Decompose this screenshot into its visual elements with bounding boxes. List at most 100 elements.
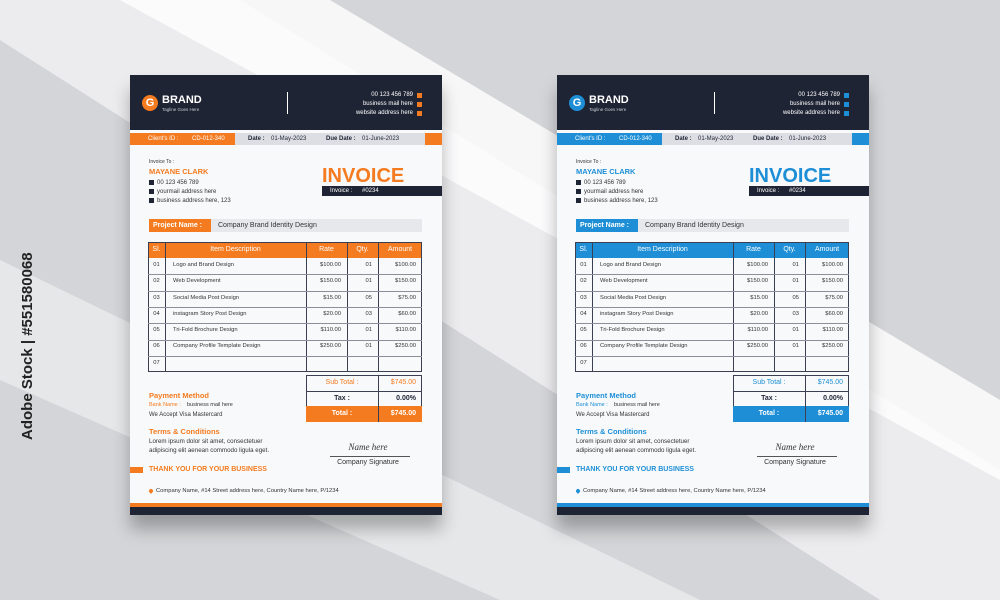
cell: 05 bbox=[792, 294, 799, 301]
logo: G bbox=[142, 95, 158, 111]
total-fill bbox=[733, 406, 849, 422]
date-bar bbox=[662, 133, 852, 145]
cell: $250.00 bbox=[822, 343, 843, 350]
totals-divider bbox=[378, 375, 379, 422]
cell: 01 bbox=[153, 261, 160, 268]
cell: instagram Story Post Design bbox=[173, 310, 247, 317]
column-header: Item Description bbox=[210, 246, 261, 254]
client-id: CD-012-340 bbox=[619, 135, 652, 142]
totals-value: 0.00% bbox=[823, 394, 843, 402]
bank-label: Bank Name : bbox=[149, 401, 181, 408]
invoice-number-label: Invoice : bbox=[757, 187, 780, 194]
cell: $250.00 bbox=[747, 343, 768, 350]
cell: 03 bbox=[153, 294, 160, 301]
cell: $110.00 bbox=[395, 327, 416, 334]
cell: 01 bbox=[792, 343, 799, 350]
terms-heading: Terms & Conditions bbox=[576, 426, 647, 436]
cell: $75.00 bbox=[825, 294, 843, 301]
column-header: Sl. bbox=[579, 246, 588, 254]
client-name: MAYANE CLARK bbox=[149, 166, 209, 176]
cell: 07 bbox=[153, 359, 160, 366]
totals-label: Tax : bbox=[334, 394, 350, 402]
project-label: Project Name : bbox=[153, 222, 203, 230]
table-header bbox=[148, 242, 422, 258]
payment-accept: We Accept Visa Mastercard bbox=[149, 411, 223, 418]
due-date: 01-June-2023 bbox=[362, 135, 400, 142]
totals-label: Sub Total : bbox=[325, 379, 359, 386]
signature-caption: Company Signature bbox=[764, 459, 826, 467]
cell: 01 bbox=[365, 343, 372, 350]
invoice-title: INVOICE bbox=[749, 165, 832, 187]
cell: 02 bbox=[153, 278, 160, 285]
cell: $75.00 bbox=[398, 294, 416, 301]
row-line bbox=[148, 290, 422, 292]
invoice-number: #0234 bbox=[362, 187, 379, 194]
signature: Name here bbox=[348, 442, 388, 453]
bottom-dark bbox=[557, 507, 869, 515]
bill-to-email: yourmail address here bbox=[157, 188, 217, 195]
bill-to-icon bbox=[149, 180, 154, 185]
date-label: Date : bbox=[675, 135, 692, 142]
column-header: Rate bbox=[746, 246, 761, 254]
terms-line: Lorem ipsum dolor sit amet, consectetuer bbox=[149, 437, 263, 445]
header bbox=[557, 75, 869, 130]
client-bar-end bbox=[852, 133, 869, 145]
invoice-title: INVOICE bbox=[322, 165, 405, 187]
bill-to-icon bbox=[149, 198, 154, 203]
contact-line: business mail here bbox=[362, 100, 413, 107]
column-header: Qty. bbox=[356, 246, 369, 254]
cell: Tri-Fold Brochure Design bbox=[173, 327, 238, 334]
cell: 01 bbox=[365, 261, 372, 268]
bill-to-email: yourmail address here bbox=[584, 188, 644, 195]
cell: Web Development bbox=[173, 278, 221, 285]
cell: Tri-Fold Brochure Design bbox=[600, 327, 665, 334]
project-value-bg bbox=[211, 219, 422, 232]
cell: $250.00 bbox=[320, 343, 341, 350]
cell: 05 bbox=[580, 327, 587, 334]
divider bbox=[287, 92, 289, 114]
bill-to-address: business address here, 123 bbox=[157, 197, 231, 204]
cell: Company Profile Template Design bbox=[600, 343, 688, 350]
contact-line: website address here bbox=[782, 109, 840, 116]
cell: 02 bbox=[580, 278, 587, 285]
cell: $100.00 bbox=[822, 261, 843, 268]
row-line bbox=[575, 339, 849, 341]
bill-to-heading: Invoice To : bbox=[576, 159, 602, 166]
contact-icon bbox=[844, 101, 849, 107]
contact-icon bbox=[417, 92, 422, 98]
cell: $110.00 bbox=[320, 327, 341, 334]
client-bar-end bbox=[425, 133, 442, 145]
totals-divider bbox=[805, 375, 806, 422]
cell: 01 bbox=[580, 261, 587, 268]
signature-line bbox=[757, 456, 837, 457]
contact-line: website address here bbox=[355, 109, 413, 116]
header bbox=[130, 75, 442, 130]
cell: Social Media Post Design bbox=[600, 294, 667, 301]
totals-label: Tax : bbox=[761, 394, 777, 402]
row-line bbox=[148, 323, 422, 324]
cell: $100.00 bbox=[395, 261, 416, 268]
cell: $60.00 bbox=[825, 310, 843, 317]
date-label: Date : bbox=[248, 135, 265, 142]
cell: $150.00 bbox=[822, 278, 843, 285]
cell: Social Media Post Design bbox=[173, 294, 240, 301]
cell: Logo and Brand Design bbox=[173, 261, 234, 268]
thanks-bar bbox=[557, 467, 570, 473]
row-line bbox=[575, 355, 849, 357]
cell: $150.00 bbox=[320, 278, 341, 285]
totals-value: 0.00% bbox=[396, 394, 416, 402]
cell: $100.00 bbox=[747, 261, 768, 268]
cell: $20.00 bbox=[323, 310, 341, 317]
column-header: Amount bbox=[814, 246, 840, 254]
brand-tagline: Tagline Goes Here bbox=[162, 106, 200, 112]
client-id-label: Client's ID : bbox=[575, 135, 606, 142]
row-line bbox=[148, 306, 422, 308]
bank-value: business mail here bbox=[614, 401, 660, 408]
bill-to-phone: 00 123 456 789 bbox=[157, 179, 199, 186]
row-line bbox=[575, 274, 849, 276]
contact-line: business mail here bbox=[789, 100, 840, 107]
totals-label: Sub Total : bbox=[752, 379, 786, 386]
totals-line bbox=[306, 390, 422, 392]
contact-icon bbox=[417, 110, 422, 116]
